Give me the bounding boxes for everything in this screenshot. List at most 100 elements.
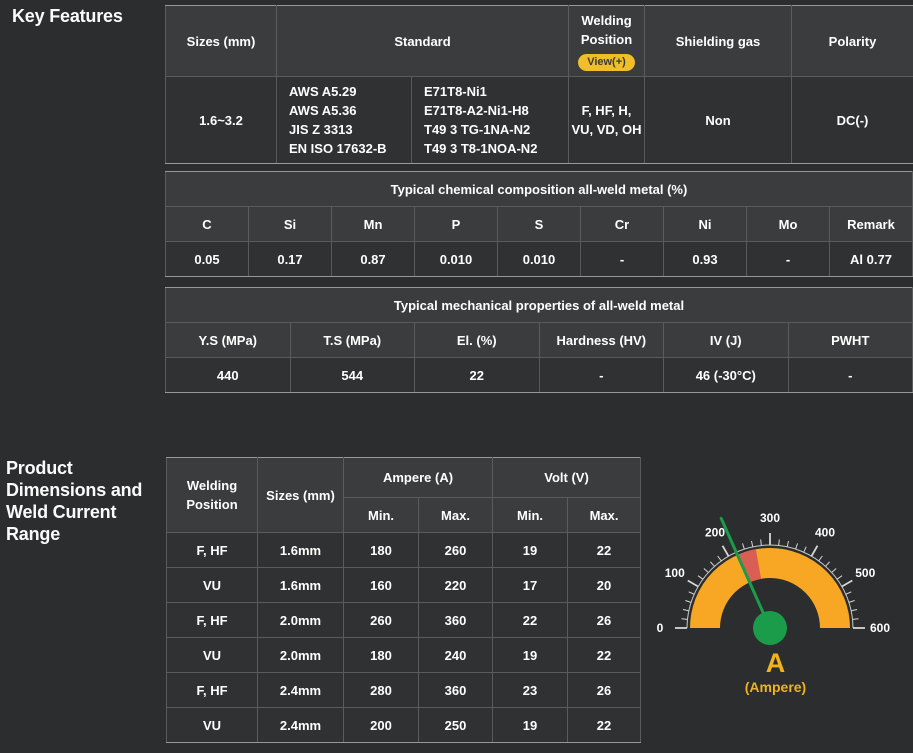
current-range-row: F, HF 1.6mm 180 260 19 22 <box>166 532 642 568</box>
standard-list-b: E71T8-Ni1 E71T8-A2-Ni1-H8 T49 3 TG-1NA-N2 T… <box>411 76 569 164</box>
chem-value-cell: Al 0.77 <box>829 241 913 277</box>
gauge-tick <box>687 579 699 588</box>
text-line: EN ISO 17632-B <box>289 141 387 156</box>
gauge-tick <box>818 555 823 562</box>
product-dimensions-heading: Product Dimensions and Weld Current Range <box>6 457 166 545</box>
text-line: E71T8-Ni1 <box>424 84 487 99</box>
ampere-min-cell: 200 <box>343 707 419 743</box>
gauge-scale-label: 200 <box>705 526 725 540</box>
gauge-unit-caption: (Ampere) <box>744 679 807 695</box>
mechanical-properties-table: Typical mechanical properties of all-wel… <box>165 287 913 393</box>
view-welding-position-button[interactable]: View(+) <box>578 54 635 71</box>
text-line: AWS A5.29 <box>289 84 357 99</box>
gauge-hub <box>753 611 787 645</box>
col-header-sizes2: Sizes (mm) <box>257 457 344 533</box>
size-cell: 2.4mm <box>257 672 344 708</box>
gauge-tick <box>778 539 780 546</box>
gauge-tick <box>710 561 715 567</box>
volt-min-cell: 19 <box>492 532 569 568</box>
current-range-row: VU 2.4mm 200 250 19 22 <box>166 707 642 743</box>
col-header-shielding-gas: Shielding gas <box>644 5 792 77</box>
ampere-min-cell: 280 <box>343 672 419 708</box>
volt-max-cell: 20 <box>567 567 642 603</box>
gauge-scale-label: 400 <box>815 526 835 540</box>
chem-value-cell: 0.87 <box>331 241 415 277</box>
chem-value-cell: 0.93 <box>663 241 747 277</box>
size-cell: 2.0mm <box>257 602 344 638</box>
mech-col-header: Hardness (HV) <box>538 322 664 358</box>
shielding-gas-value: Non <box>644 76 792 164</box>
volt-max-cell: 26 <box>567 672 642 708</box>
chem-value-cell: - <box>746 241 830 277</box>
mech-col-header: El. (%) <box>414 322 540 358</box>
chem-col-header: P <box>414 206 498 242</box>
gauge-unit-block: A (Ampere) <box>643 648 908 696</box>
mech-col-header: Y.S (MPa) <box>165 322 291 358</box>
text-line: E71T8-A2-Ni1-H8 <box>424 103 529 118</box>
col-header-volt: Volt (V) <box>492 457 642 498</box>
position-cell: F, HF <box>166 532 258 568</box>
text-line: Dimensions and <box>6 480 143 500</box>
gauge-tick <box>682 609 689 612</box>
gauge-tick <box>851 609 858 612</box>
chem-value-cell: 0.010 <box>414 241 498 277</box>
col-header-standard: Standard <box>276 5 569 77</box>
volt-min-cell: 19 <box>492 637 569 673</box>
volt-min-cell: 23 <box>492 672 569 708</box>
volt-max-cell: 26 <box>567 602 642 638</box>
position-cell: VU <box>166 707 258 743</box>
key-features-table: Sizes (mm) Standard Welding Position Vie… <box>165 5 913 164</box>
text-line: T49 3 T8-1NOA-N2 <box>424 141 538 156</box>
chem-col-header: Cr <box>580 206 664 242</box>
gauge-tick <box>831 568 837 573</box>
text-line: Weld Current <box>6 502 117 522</box>
chemical-table-title: Typical chemical composition all-weld me… <box>165 171 913 207</box>
gauge-scale-label: 600 <box>870 621 890 635</box>
ampere-max-cell: 240 <box>417 637 494 673</box>
gauge-tick <box>685 600 692 603</box>
col-header-welding-position2: Welding Position <box>166 457 258 533</box>
current-range-row: F, HF 2.4mm 280 360 23 26 <box>166 672 642 708</box>
ampere-max-cell: 360 <box>417 672 494 708</box>
gauge-tick <box>688 591 695 595</box>
col-header-ampere: Ampere (A) <box>342 457 494 498</box>
ampere-gauge: 0 100 200 300 400 500 600 A (Ampere) <box>643 492 908 696</box>
chem-col-header: Mn <box>331 206 415 242</box>
gauge-tick <box>852 618 859 620</box>
chem-value-cell: 0.010 <box>497 241 581 277</box>
polarity-value: DC(-) <box>791 76 913 164</box>
gauge-alert-band <box>736 549 762 583</box>
volt-min-cell: 17 <box>492 567 569 603</box>
mech-value-cell: 22 <box>414 357 540 393</box>
mech-value-cell: 544 <box>289 357 415 393</box>
mech-value-cell: - <box>787 357 913 393</box>
gauge-tick <box>697 575 704 580</box>
gauge-ring <box>690 548 850 629</box>
gauge-tick <box>760 539 762 546</box>
sizes-value: 1.6~3.2 <box>165 76 277 164</box>
current-range-row: VU 1.6mm 160 220 17 20 <box>166 567 642 603</box>
gauge-needle <box>719 516 772 630</box>
gauge-tick <box>721 545 730 557</box>
size-cell: 1.6mm <box>257 532 344 568</box>
gauge-tick <box>681 618 688 620</box>
text-line: Product <box>6 458 73 478</box>
gauge-tick <box>742 543 745 550</box>
size-cell: 2.0mm <box>257 637 344 673</box>
position-cell: F, HF <box>166 602 258 638</box>
welding-position-value: F, HF, H, VU, VD, OH <box>568 76 645 164</box>
gauge-tick <box>848 600 855 603</box>
gauge-scale-label: 500 <box>855 566 875 580</box>
ampere-min-cell: 160 <box>343 567 419 603</box>
volt-max-cell: 22 <box>567 707 642 743</box>
mech-value-cell: - <box>538 357 664 393</box>
col-header-ampere-max: Max. <box>417 497 494 533</box>
gauge-scale-label: 300 <box>760 511 780 525</box>
gauge-scale-label: 0 <box>657 621 664 635</box>
gauge-tick <box>803 546 807 553</box>
current-range-row: F, HF 2.0mm 260 360 22 26 <box>166 602 642 638</box>
volt-max-cell: 22 <box>567 637 642 673</box>
current-range-body: F, HF 1.6mm 180 260 19 22 VU 1.6mm 160 220 17 20 F, … <box>166 532 642 743</box>
mech-value-cell: 46 (-30°C) <box>663 357 789 393</box>
